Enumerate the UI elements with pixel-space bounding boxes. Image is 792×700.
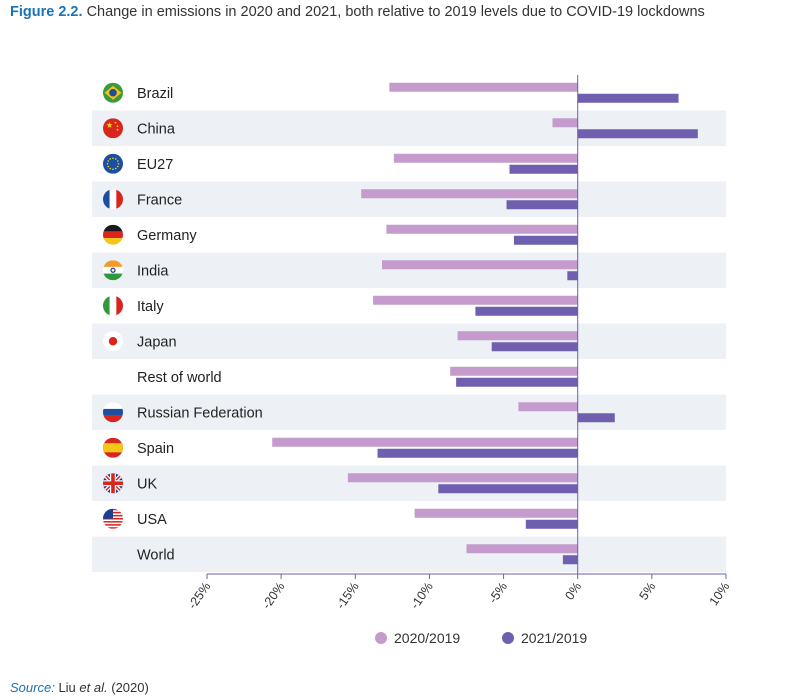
brazil-flag-shape [103, 82, 123, 103]
bar-2021-brazil [577, 93, 679, 103]
china-flag-shape [103, 118, 123, 139]
row-band-france [92, 181, 726, 217]
eu-flag-shape [103, 153, 123, 174]
row-band-uk [92, 465, 726, 501]
bar-2020-france [361, 189, 578, 199]
spain-flag-icon [103, 437, 123, 458]
x-tick-label: 10% [707, 580, 733, 609]
bar-2021-uk [438, 484, 578, 494]
france-flag-shape [103, 189, 123, 210]
italy-flag-icon [103, 295, 123, 316]
country-labels: Brazil China EU27 France Germany India Italy Ja… [103, 82, 263, 563]
row-band-china [92, 110, 726, 146]
legend-2020-swatch [375, 632, 387, 644]
category-label-spain: Spain [137, 441, 174, 457]
category-label-eu27: EU27 [137, 157, 173, 173]
x-tick-label: -5% [486, 580, 510, 606]
category-label-china: China [137, 121, 176, 137]
category-label-usa: USA [137, 512, 167, 528]
italy-flag-shape [103, 295, 123, 316]
usa-flag-icon [103, 508, 123, 529]
india-flag-shape [103, 260, 123, 281]
x-tick-label: -15% [334, 580, 362, 612]
bar-2021-spain [377, 448, 578, 458]
figure-title: Figure 2.2. Change in emissions in 2020 … [10, 4, 705, 20]
category-label-rest-of-world: Rest of world [137, 370, 222, 386]
legend: 2020/2019 2021/2019 [375, 630, 587, 646]
china-flag-icon [103, 118, 123, 139]
germany-flag-icon [103, 224, 123, 245]
bar-2021-russian-federation [577, 413, 615, 423]
france-flag-icon [103, 189, 123, 210]
figure-label: Figure 2.2. [10, 4, 83, 20]
russia-flag-icon [103, 402, 123, 423]
source-note: Source: Liu et al. (2020) [10, 680, 149, 695]
bar-2020-spain [272, 437, 578, 447]
bar-2020-germany [386, 224, 578, 234]
bar-2021-india [567, 271, 578, 281]
legend-2020-label: 2020/2019 [394, 630, 460, 646]
bar-2021-china [577, 129, 698, 139]
spain-flag-shape [103, 437, 123, 458]
bar-2021-usa [525, 519, 578, 529]
row-band-india [92, 252, 726, 288]
x-tick-label: 5% [636, 580, 658, 603]
source-label: Source: [10, 680, 55, 695]
bar-2020-uk [347, 473, 578, 483]
row-band-world [92, 536, 726, 572]
legend-2021-label: 2021/2019 [521, 630, 587, 646]
x-tick-label: -20% [259, 580, 287, 612]
category-label-japan: Japan [137, 334, 177, 350]
bar-2021-world [562, 555, 578, 565]
bar-2021-france [506, 200, 578, 210]
bar-2020-rest-of-world [450, 366, 578, 376]
bar-2020-world [466, 544, 578, 554]
bar-2020-brazil [389, 82, 578, 92]
bar-2021-japan [491, 342, 578, 352]
source-year: (2020) [111, 680, 149, 695]
category-label-russian-federation: Russian Federation [137, 405, 263, 421]
brazil-flag-icon [103, 82, 123, 103]
bar-2020-eu27 [393, 153, 578, 163]
bar-2020-usa [414, 508, 578, 518]
eu-flag-icon [103, 153, 123, 174]
category-label-uk: UK [137, 476, 157, 492]
bar-marks [272, 82, 698, 565]
x-tick-label: -10% [408, 580, 436, 612]
bar-2020-china [552, 118, 578, 128]
bar-2021-italy [475, 306, 578, 316]
category-label-world: World [137, 547, 175, 563]
category-label-india: India [137, 263, 169, 279]
japan-flag-icon [103, 331, 123, 352]
uk-flag-shape [103, 473, 123, 494]
india-flag-icon [103, 260, 123, 281]
bar-2020-russian-federation [518, 402, 578, 412]
x-tick-label: 0% [562, 580, 584, 603]
emissions-bar-chart: Brazil China EU27 France Germany India Italy Ja… [92, 75, 733, 646]
category-label-italy: Italy [137, 299, 164, 315]
row-band-russian-federation [92, 394, 726, 430]
bar-2020-italy [373, 295, 578, 305]
row-bands [92, 110, 726, 572]
russia-flag-shape [103, 402, 123, 423]
uk-flag-icon [103, 473, 123, 494]
row-band-japan [92, 323, 726, 359]
figure-caption: Change in emissions in 2020 and 2021, bo… [86, 4, 705, 20]
category-label-germany: Germany [137, 228, 197, 244]
legend-2021-swatch [502, 632, 514, 644]
japan-flag-shape [103, 331, 123, 352]
bar-2020-japan [457, 331, 578, 341]
bar-2020-india [381, 260, 578, 270]
source-author: Liu [58, 680, 76, 695]
bar-2021-rest-of-world [456, 377, 578, 387]
source-etal: et al. [79, 680, 108, 695]
category-label-france: France [137, 192, 182, 208]
germany-flag-shape [103, 224, 123, 245]
bar-2021-germany [513, 235, 578, 245]
category-label-brazil: Brazil [137, 86, 173, 102]
bar-2021-eu27 [509, 164, 578, 174]
usa-flag-shape [103, 508, 123, 529]
x-tick-label: -25% [185, 580, 213, 612]
